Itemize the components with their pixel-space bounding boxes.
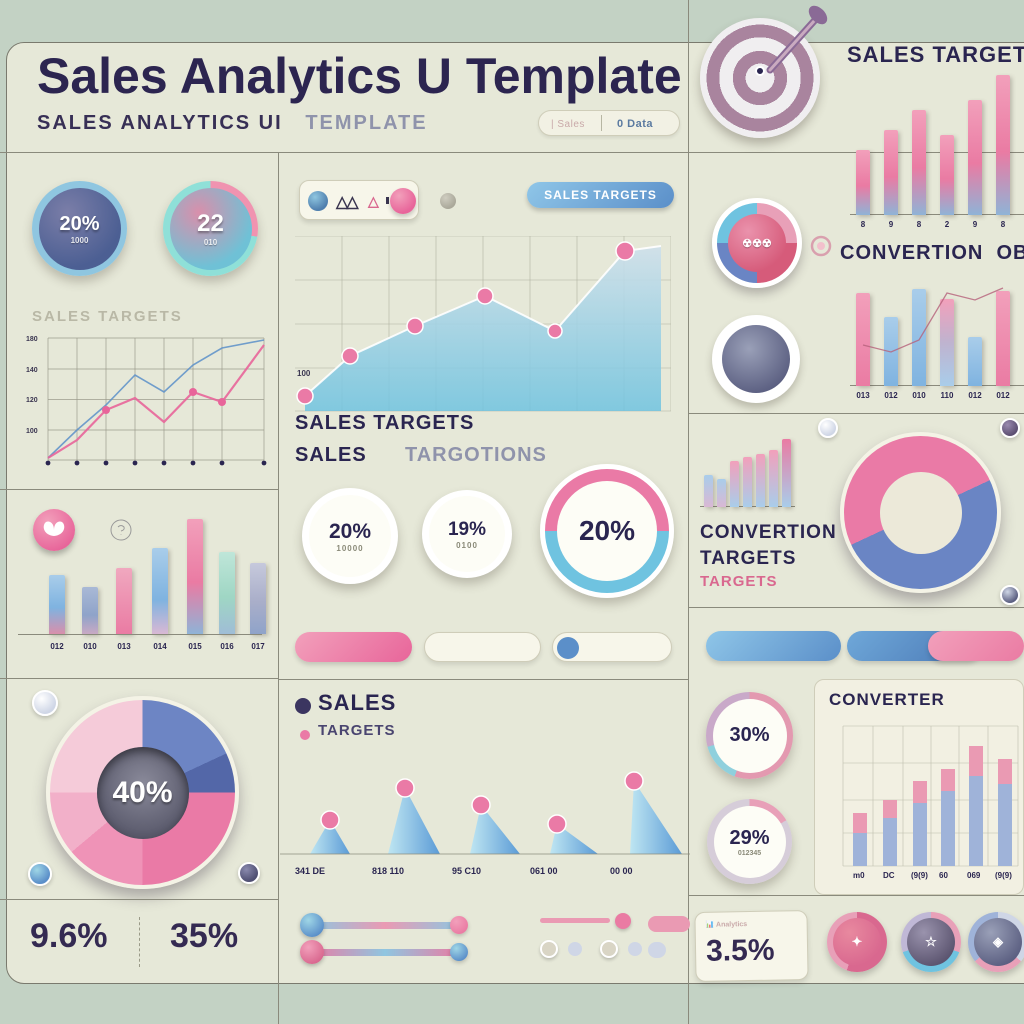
svg-text:(9(9): (9(9)	[911, 871, 928, 880]
svg-text:100: 100	[297, 369, 311, 378]
svg-text:100: 100	[26, 428, 38, 435]
svg-text:(9(9): (9(9)	[995, 871, 1012, 880]
svg-text:180: 180	[26, 336, 38, 343]
svg-text:120: 120	[26, 397, 38, 404]
svg-text:140: 140	[26, 367, 38, 374]
svg-text:069: 069	[967, 871, 981, 880]
svg-text:60: 60	[939, 871, 948, 880]
svg-text:m0: m0	[853, 871, 865, 880]
svg-text:DC: DC	[883, 871, 895, 880]
